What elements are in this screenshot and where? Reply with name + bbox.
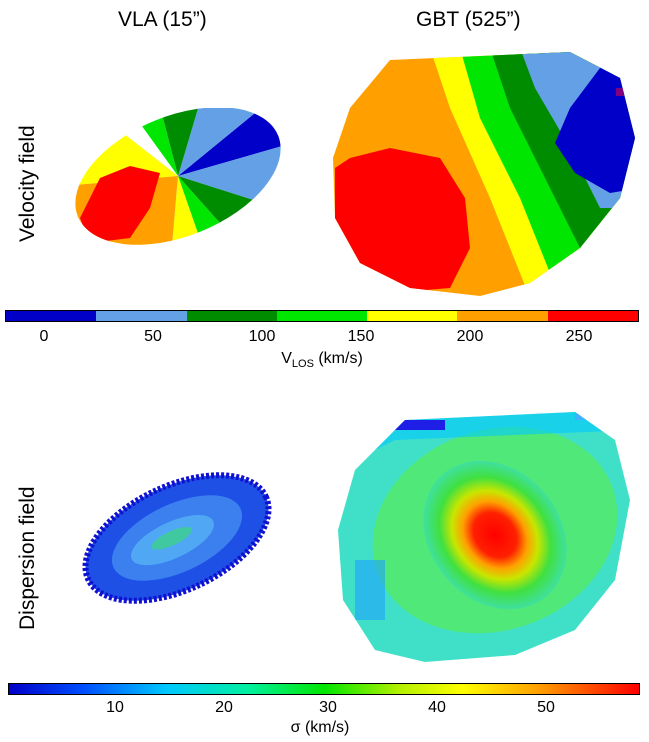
gbt-dispersion-map xyxy=(335,410,635,665)
velocity-colorbar-label: VLOS (km/s) xyxy=(281,350,363,371)
velocity-tick-200: 200 xyxy=(456,328,484,345)
dispersion-row-label: Dispersion field xyxy=(16,486,39,630)
dispersion-tick-50: 50 xyxy=(537,699,555,716)
vla-dispersion-map xyxy=(72,463,282,613)
dispersion-tick-10: 10 xyxy=(106,699,124,716)
dispersion-tick-40: 40 xyxy=(428,699,446,716)
velocity-colorbar xyxy=(5,310,639,322)
dispersion-tick-20: 20 xyxy=(215,699,233,716)
dispersion-tick-30: 30 xyxy=(319,699,337,716)
velocity-tick-50: 50 xyxy=(144,328,162,345)
vla-column-title: VLA (15”) xyxy=(118,8,207,31)
velocity-row-label: Velocity field xyxy=(16,125,39,242)
gbt-velocity-map xyxy=(330,48,640,298)
velocity-tick-250: 250 xyxy=(565,328,593,345)
gbt-column-title: GBT (525”) xyxy=(416,8,521,31)
dispersion-colorbar-label: σ (km/s) xyxy=(290,719,350,736)
vla-velocity-map xyxy=(60,108,290,248)
velocity-tick-0: 0 xyxy=(39,328,49,345)
velocity-tick-100: 100 xyxy=(248,328,276,345)
dispersion-colorbar xyxy=(8,683,640,695)
velocity-tick-150: 150 xyxy=(347,328,375,345)
